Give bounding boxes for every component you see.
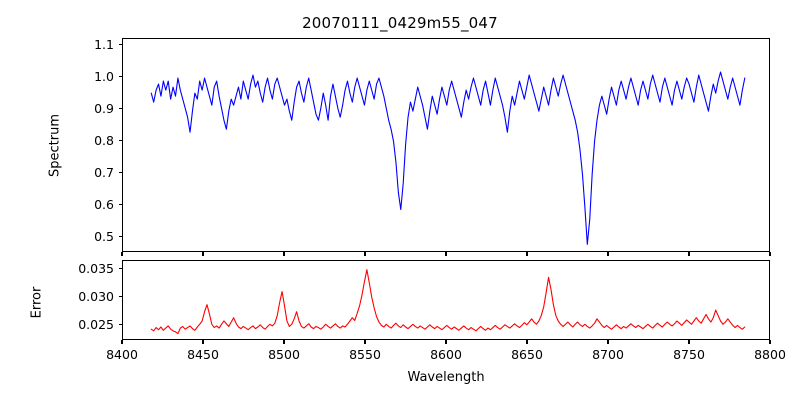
spectrum-ytick-0.9 <box>118 107 122 109</box>
spectrum-xtick-8650 <box>526 252 528 256</box>
spectrum-xtick-8750 <box>688 252 690 256</box>
spectrum-ytick-0.5 <box>118 235 122 237</box>
xticklabel-8700: 8700 <box>592 347 624 362</box>
figure-title: 20070111_0429m55_047 <box>302 14 498 32</box>
xtick-8650 <box>526 340 528 344</box>
error-yticklabel-0.030: 0.030 <box>78 289 114 304</box>
error-axes <box>122 260 770 340</box>
xticklabel-8650: 8650 <box>511 347 543 362</box>
xticklabel-8400: 8400 <box>106 347 138 362</box>
xtick-8700 <box>607 340 609 344</box>
xtick-8550 <box>364 340 366 344</box>
x-axis-title: Wavelength <box>407 370 485 385</box>
spectrum-panel-path <box>151 72 745 244</box>
spectrum-ytick-0.6 <box>118 203 122 205</box>
xticklabel-8800: 8800 <box>754 347 786 362</box>
spectrum-ytick-0.7 <box>118 171 122 173</box>
spectrum-ytick-1.0 <box>118 75 122 77</box>
xtick-8600 <box>445 340 447 344</box>
spectrum-xtick-8700 <box>607 252 609 256</box>
error-yticklabel-0.025: 0.025 <box>78 317 114 332</box>
spectrum-ytick-0.8 <box>118 139 122 141</box>
spectrum-yticklabel-1.1: 1.1 <box>94 37 114 52</box>
error-ytick-0.025 <box>118 323 122 325</box>
spectrum-axis-title: Spectrum <box>47 114 63 177</box>
xtick-8800 <box>769 340 771 344</box>
spectrum-yticklabel-0.9: 0.9 <box>94 101 114 116</box>
error-axis-title: Error <box>29 286 45 319</box>
error-panel-path <box>151 270 745 334</box>
spectrum-xtick-8500 <box>283 252 285 256</box>
error-yticklabel-0.035: 0.035 <box>78 261 114 276</box>
xtick-8750 <box>688 340 690 344</box>
spectrum-xtick-8800 <box>769 252 771 256</box>
xtick-8500 <box>283 340 285 344</box>
spectrum-xtick-8600 <box>445 252 447 256</box>
xticklabel-8500: 8500 <box>268 347 300 362</box>
spectrum-ytick-1.1 <box>118 43 122 45</box>
spectrum-axes <box>122 38 770 252</box>
spectrum-yticklabel-0.8: 0.8 <box>94 133 114 148</box>
error-ytick-0.030 <box>118 295 122 297</box>
error-line-plot <box>123 261 769 339</box>
spectrum-yticklabel-0.7: 0.7 <box>94 165 114 180</box>
error-ytick-0.035 <box>118 267 122 269</box>
spectrum-xtick-8400 <box>121 252 123 256</box>
xticklabel-8600: 8600 <box>430 347 462 362</box>
spectrum-xtick-8550 <box>364 252 366 256</box>
spectrum-yticklabel-1.0: 1.0 <box>94 69 114 84</box>
spectrum-xtick-8450 <box>202 252 204 256</box>
xticklabel-8450: 8450 <box>187 347 219 362</box>
xtick-8400 <box>121 340 123 344</box>
xticklabel-8750: 8750 <box>673 347 705 362</box>
spectrum-yticklabel-0.5: 0.5 <box>94 229 114 244</box>
xtick-8450 <box>202 340 204 344</box>
spectrum-line-plot <box>123 39 769 251</box>
xticklabel-8550: 8550 <box>349 347 381 362</box>
spectrum-yticklabel-0.6: 0.6 <box>94 197 114 212</box>
